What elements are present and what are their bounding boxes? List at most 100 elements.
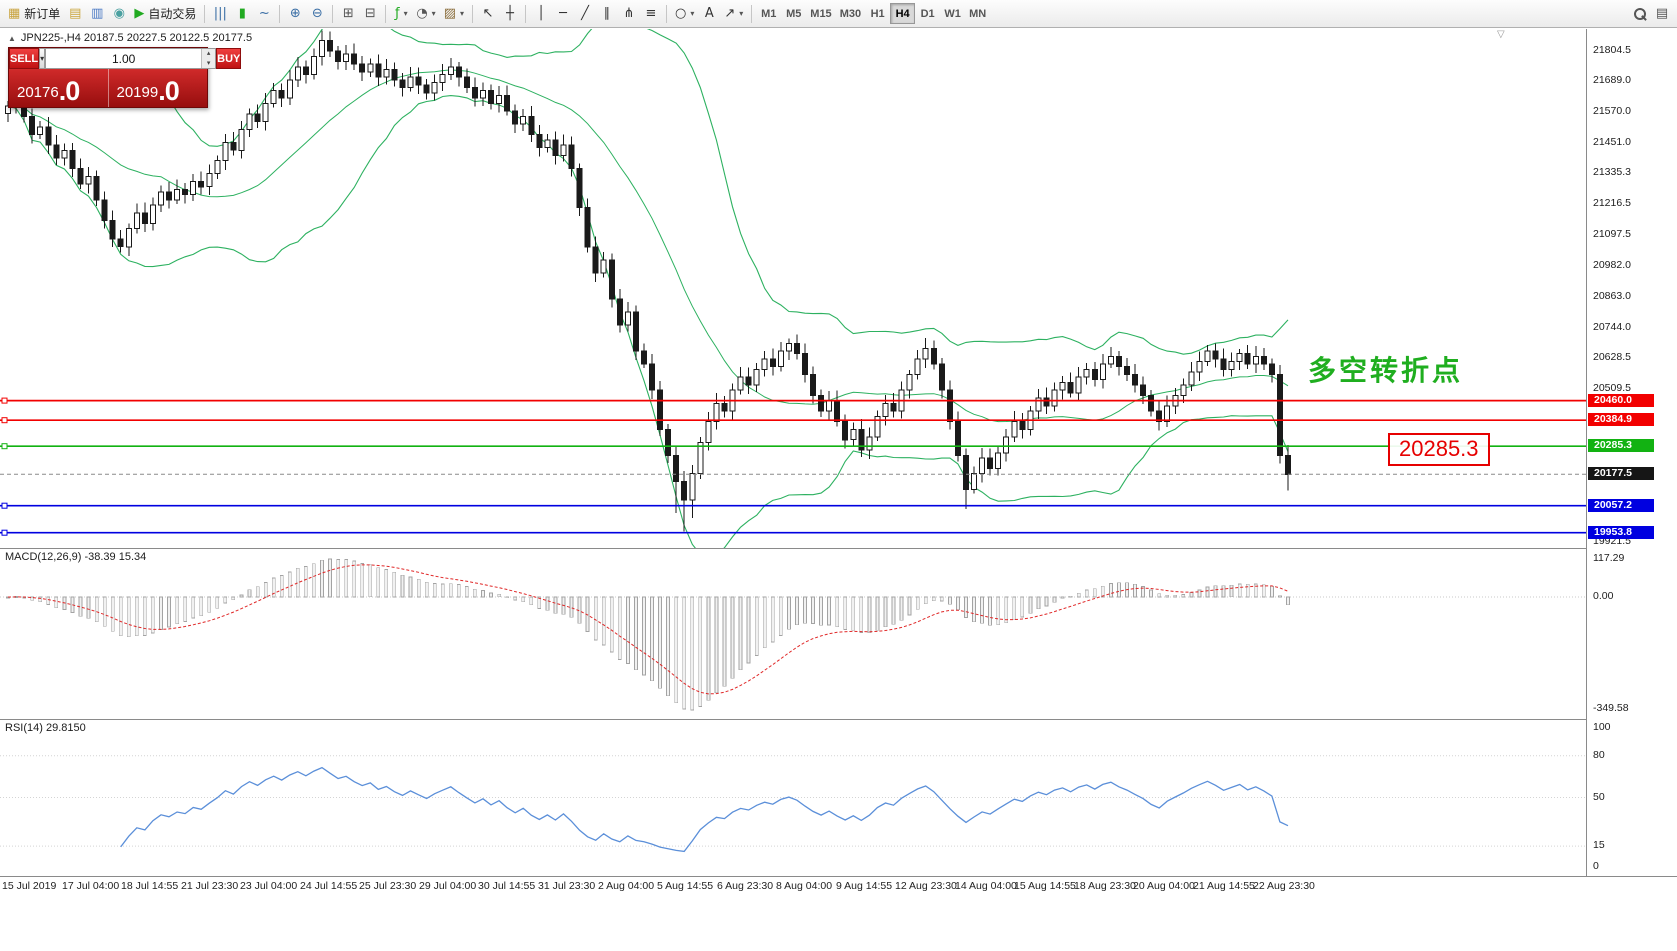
macd-indicator-panel[interactable]: MACD(12,26,9) -38.39 15.34: [0, 548, 1586, 719]
time-label: 8 Aug 04:00: [776, 880, 833, 892]
pitchfork-icon: ⋔: [623, 6, 635, 21]
volume-up-button[interactable]: ▴: [202, 49, 216, 59]
sell-price[interactable]: 20176 .0: [9, 69, 108, 107]
horizontal-line-button[interactable]: ─: [552, 2, 574, 26]
price-callout-label[interactable]: 20285.3: [1388, 433, 1490, 466]
autotrading-button[interactable]: ▶ 自动交易: [130, 2, 200, 26]
line-handle[interactable]: [1, 417, 8, 424]
volume-down-button[interactable]: ▾: [202, 58, 216, 68]
timeframe-mn-button[interactable]: MN: [965, 3, 990, 24]
tile-windows-icon: ⊞: [342, 6, 354, 21]
time-label: 21 Jul 23:30: [181, 880, 239, 892]
timeframe-m15-button[interactable]: M15: [806, 3, 835, 24]
timeframe-h4-button[interactable]: H4: [890, 3, 916, 24]
data-window-button[interactable]: ▤: [1651, 2, 1673, 26]
rsi-indicator-panel[interactable]: RSI(14) 29.8150: [0, 719, 1586, 876]
line-chart-button[interactable]: ~: [253, 2, 275, 26]
timeframe-m1-button[interactable]: M1: [756, 3, 781, 24]
candlestick-button[interactable]: ▮: [231, 2, 253, 26]
line-handle[interactable]: [1, 502, 8, 509]
templates-button[interactable]: ▨ ▾: [440, 2, 468, 26]
toolbar-separator: [204, 4, 206, 23]
channel-button[interactable]: ∥: [596, 2, 618, 26]
tile-windows-button[interactable]: ⊞: [337, 2, 359, 26]
trade-panel-controls: SELL ▾ ▴ ▾ BUY: [9, 48, 242, 69]
price-level-badge: 19953.8: [1588, 526, 1654, 539]
chart-window-icon: ▤: [69, 6, 82, 21]
volume-dropdown-button[interactable]: ▾: [39, 48, 46, 69]
new-order-button[interactable]: ▦ 新订单: [4, 2, 64, 26]
line-handle[interactable]: [1, 529, 8, 536]
toolbar-separator: [385, 4, 387, 23]
vertical-line-button[interactable]: │: [530, 2, 552, 26]
timeframe-w1-button[interactable]: W1: [940, 3, 965, 24]
fibonacci-button[interactable]: ≡: [640, 2, 662, 26]
annotation-text[interactable]: 多空转折点: [1308, 355, 1464, 386]
channel-icon: ∥: [603, 6, 611, 21]
time-label: 24 Jul 14:55: [300, 880, 358, 892]
timeframe-m30-button[interactable]: M30: [836, 3, 865, 24]
macd-axis-zero: 0.00: [1593, 590, 1614, 602]
horizontal-line-icon: ─: [559, 6, 567, 21]
price-chart-svg: [0, 29, 1586, 548]
buy-button[interactable]: BUY: [216, 48, 242, 69]
data-window-icon: ▤: [1655, 6, 1669, 21]
periods-button[interactable]: ◔ ▾: [412, 2, 439, 26]
text-button[interactable]: A: [698, 2, 720, 26]
trendline-button[interactable]: ╱: [574, 2, 596, 26]
price-chart-panel[interactable]: ▲ JPN225-,H4 20187.5 20227.5 20122.5 201…: [0, 29, 1586, 548]
price-axis[interactable]: 21804.5 21689.0 21570.0 21451.0 21335.3 21216…: [1586, 29, 1677, 876]
cursor-button[interactable]: ↖: [477, 2, 499, 26]
time-label: 15 Aug 14:55: [1014, 880, 1076, 892]
time-label: 5 Aug 14:55: [657, 880, 714, 892]
rsi-axis-tick: 0: [1593, 860, 1599, 872]
profiles-button[interactable]: ▥: [86, 2, 108, 26]
new-order-button-label: 新订单: [24, 7, 61, 21]
zoom-in-button[interactable]: ⊕: [284, 2, 306, 26]
cursor-icon: ↖: [482, 6, 494, 21]
price-tick: 20982.0: [1593, 259, 1631, 271]
line-handle[interactable]: [1, 443, 8, 450]
arrows-button[interactable]: ↗ ▾: [720, 2, 747, 26]
text-icon: A: [704, 6, 714, 21]
shapes-button[interactable]: ○ ▾: [671, 2, 698, 26]
macd-signal-line: [7, 564, 1289, 695]
volume-input[interactable]: [46, 49, 202, 68]
macd-axis-min: -349.58: [1593, 702, 1629, 714]
pitchfork-button[interactable]: ⋔: [618, 2, 640, 26]
price-level-badge: 20285.3: [1588, 439, 1654, 452]
rsi-axis-tick: 15: [1593, 839, 1605, 851]
rsi-axis-tick: 80: [1593, 749, 1605, 761]
cascade-windows-button[interactable]: ⊟: [359, 2, 381, 26]
toolbar-separator: [525, 4, 526, 23]
chart-shift-marker[interactable]: ▽: [1497, 29, 1505, 40]
timeframe-h1-button[interactable]: H1: [865, 3, 890, 24]
search-button[interactable]: [1629, 2, 1651, 26]
alerts-button[interactable]: ◉: [108, 2, 130, 26]
buy-price[interactable]: 20199 .0: [109, 69, 208, 107]
timeframe-d1-button[interactable]: D1: [915, 3, 940, 24]
price-level-badge: 20057.2: [1588, 499, 1654, 512]
one-click-collapse-icon[interactable]: ▲: [8, 33, 16, 43]
time-label: 29 Jul 04:00: [419, 880, 477, 892]
time-axis[interactable]: 15 Jul 2019 17 Jul 04:00 18 Jul 14:55 21 Ju…: [0, 876, 1677, 896]
line-handle[interactable]: [1, 397, 8, 404]
sell-button[interactable]: SELL: [9, 48, 40, 69]
bar-chart-button[interactable]: |||: [209, 2, 231, 26]
zoom-out-button[interactable]: ⊖: [306, 2, 328, 26]
chevron-down-icon: ▾: [739, 9, 744, 18]
crosshair-button[interactable]: ┼: [499, 2, 521, 26]
chevron-down-icon: ▾: [431, 9, 436, 18]
timeframe-m5-button[interactable]: M5: [781, 3, 806, 24]
fibonacci-icon: ≡: [645, 6, 657, 21]
time-label: 22 Aug 23:30: [1253, 880, 1315, 892]
indicators-button[interactable]: ƒ ▾: [390, 2, 412, 26]
candlestick-icon: ▮: [238, 6, 246, 21]
price-tick: 21451.0: [1593, 136, 1631, 148]
chart-window-button[interactable]: ▤: [64, 2, 86, 26]
time-label: 31 Jul 23:30: [538, 880, 596, 892]
chevron-down-icon: ▾: [403, 9, 408, 18]
chevron-down-icon: ▾: [40, 54, 45, 63]
volume-spinner: ▴ ▾: [201, 49, 216, 68]
symbol-ohlc-text: JPN225-,H4 20187.5 20227.5 20122.5 20177…: [20, 32, 253, 44]
